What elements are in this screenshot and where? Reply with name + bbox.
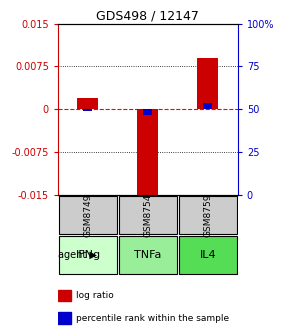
Bar: [137, 109, 158, 198]
Bar: [58, 290, 70, 301]
Text: log ratio: log ratio: [76, 291, 114, 300]
Bar: [179, 237, 237, 274]
Text: GSM8759: GSM8759: [203, 193, 212, 237]
Text: IL4: IL4: [200, 250, 216, 260]
Bar: [59, 237, 117, 274]
Bar: [58, 312, 70, 324]
Text: GSM8754: GSM8754: [143, 193, 153, 237]
Text: agent ▶: agent ▶: [58, 250, 97, 260]
Bar: [179, 196, 237, 234]
Bar: [143, 109, 152, 115]
Text: percentile rank within the sample: percentile rank within the sample: [76, 313, 229, 323]
Bar: [197, 58, 218, 109]
Bar: [84, 109, 93, 111]
Bar: [77, 98, 98, 109]
Bar: [119, 237, 177, 274]
Text: TNFa: TNFa: [134, 250, 162, 260]
Bar: [119, 196, 177, 234]
Text: IFNg: IFNg: [75, 250, 101, 260]
Text: GSM8749: GSM8749: [84, 193, 93, 237]
Bar: [59, 196, 117, 234]
Title: GDS498 / 12147: GDS498 / 12147: [97, 9, 199, 23]
Bar: [203, 103, 212, 109]
